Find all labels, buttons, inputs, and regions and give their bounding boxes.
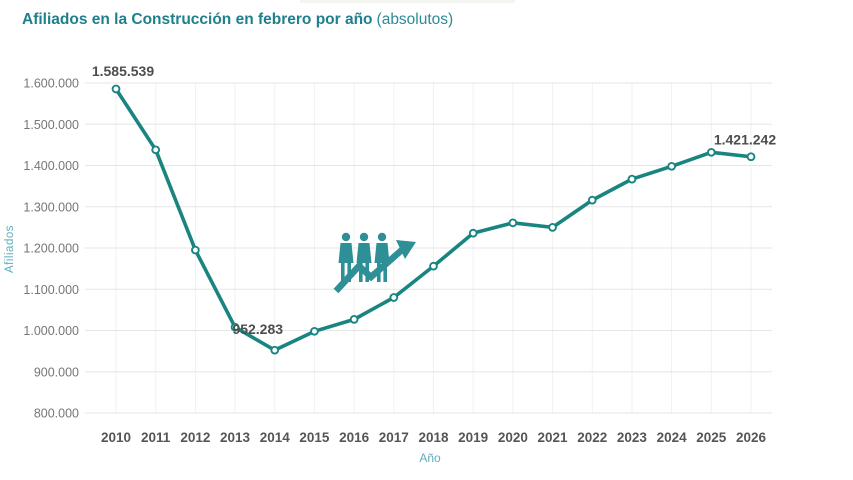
data-label-2026: 1.421.242 [714, 132, 776, 148]
x-tick-label: 2026 [736, 430, 767, 445]
x-tick-label: 2019 [458, 430, 488, 445]
y-tick-label: 1.400.000 [23, 159, 79, 173]
data-point-2011[interactable] [151, 145, 161, 155]
people-growth-icon [333, 232, 416, 294]
x-tick-label: 2017 [379, 430, 409, 445]
data-point-2025[interactable] [706, 147, 716, 157]
x-tick-label: 2020 [498, 430, 528, 445]
data-point-2024[interactable] [667, 161, 676, 171]
data-label-2010: 1.585.539 [92, 63, 154, 79]
x-tick-label: 2011 [141, 430, 171, 445]
data-label-2014: 952.283 [232, 321, 283, 337]
y-tick-label: 1.100.000 [23, 283, 79, 297]
x-tick-label: 2015 [299, 430, 330, 445]
y-axis-title: Afiliados [4, 225, 16, 273]
data-point-2019[interactable] [468, 228, 478, 238]
x-tick-label: 2024 [657, 430, 688, 445]
chart-title: Afiliados en la Construcción en febrero … [22, 11, 453, 29]
x-tick-label: 2021 [538, 430, 569, 445]
data-point-2018[interactable] [429, 261, 438, 271]
y-tick-label: 900.000 [34, 365, 79, 379]
chart-title-main: Afiliados en la Construcción en febrero … [22, 11, 373, 28]
x-tick-label: 2014 [260, 430, 291, 445]
x-tick-label: 2023 [617, 430, 648, 445]
data-point-2010[interactable] [111, 84, 121, 94]
x-tick-label: 2018 [418, 430, 449, 445]
y-tick-label: 1.500.000 [23, 118, 79, 132]
y-tick-label: 1.000.000 [23, 324, 79, 338]
data-point-2023[interactable] [627, 174, 637, 184]
data-point-2022[interactable] [587, 195, 597, 205]
x-tick-label: 2025 [696, 430, 727, 445]
x-tick-label: 2012 [180, 430, 210, 445]
x-tick-label: 2022 [577, 430, 607, 445]
data-point-2020[interactable] [508, 218, 518, 228]
data-point-2026[interactable] [746, 152, 756, 162]
chart-title-sub: (absolutos) [376, 11, 454, 28]
y-tick-label: 1.200.000 [23, 242, 79, 256]
data-point-2015[interactable] [310, 326, 319, 336]
top-edge-artifact [300, 0, 515, 3]
data-point-2016[interactable] [349, 315, 359, 324]
x-tick-label: 2010 [101, 430, 131, 445]
data-point-2017[interactable] [389, 293, 399, 302]
data-point-2021[interactable] [548, 223, 557, 232]
data-point-2013[interactable] [230, 322, 240, 332]
y-tick-label: 800.000 [34, 407, 79, 421]
x-tick-label: 2016 [339, 430, 370, 445]
y-tick-label: 1.600.000 [23, 77, 79, 91]
x-tick-label: 2013 [220, 430, 251, 445]
y-tick-label: 1.300.000 [23, 200, 79, 214]
data-point-2014[interactable] [270, 345, 280, 355]
data-point-2012[interactable] [191, 245, 200, 255]
x-axis-title: Año [419, 451, 441, 465]
